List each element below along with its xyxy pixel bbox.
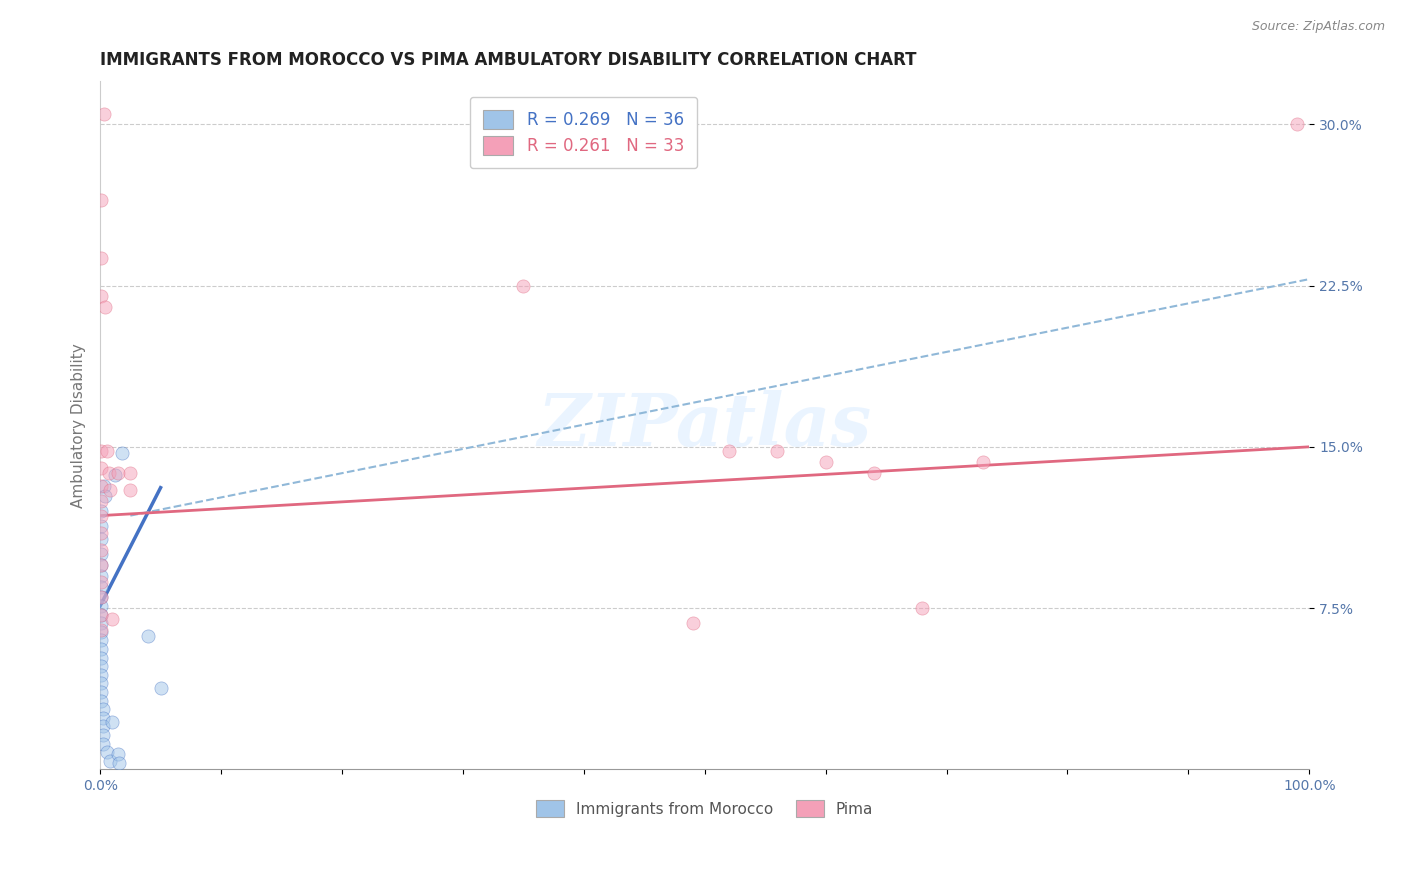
Point [91,728,114,742]
Point [90,478,112,492]
Point [90,667,112,681]
Point [108,756,131,770]
Point [138,629,160,643]
Point [94,300,117,314]
Point [90,543,112,558]
Point [90,591,112,605]
Point [149,681,172,695]
Point [120,466,142,480]
Point [101,612,124,626]
Point [90,641,112,656]
Point [90,599,112,613]
Point [91,737,114,751]
Point [90,558,112,572]
Point [90,623,112,637]
Point [107,747,129,762]
Point [91,702,114,716]
Point [104,467,127,482]
Point [972,455,994,469]
Point [911,601,934,615]
Point [90,519,112,533]
Point [90,533,112,547]
Point [90,575,112,590]
Point [90,558,112,572]
Point [90,251,112,265]
Point [93,106,115,120]
Point [90,547,112,561]
Point [814,455,837,469]
Legend: Immigrants from Morocco, Pima: Immigrants from Morocco, Pima [530,794,879,823]
Point [90,525,112,540]
Text: ZIPatlas: ZIPatlas [537,390,872,461]
Text: IMMIGRANTS FROM MOROCCO VS PIMA AMBULATORY DISABILITY CORRELATION CHART: IMMIGRANTS FROM MOROCCO VS PIMA AMBULATO… [100,51,917,69]
Point [90,685,112,699]
Point [90,616,112,631]
Point [766,444,789,458]
Point [90,591,112,605]
Point [90,493,112,508]
Point [90,659,112,673]
Text: Source: ZipAtlas.com: Source: ZipAtlas.com [1251,20,1385,33]
Point [863,466,886,480]
Y-axis label: Ambulatory Disability: Ambulatory Disability [72,343,86,508]
Point [90,607,112,622]
Point [90,508,112,523]
Point [90,676,112,690]
Point [90,607,112,622]
Point [98,483,121,497]
Point [717,444,740,458]
Point [90,461,112,475]
Point [90,580,112,594]
Point [93,478,115,492]
Point [90,289,112,303]
Point [111,446,134,460]
Point [96,444,118,458]
Point [96,745,118,759]
Point [90,650,112,665]
Point [94,489,117,503]
Point [682,616,704,631]
Point [90,693,112,707]
Point [90,569,112,583]
Point [98,754,121,768]
Point [120,483,142,497]
Point [90,193,112,207]
Point [91,711,114,725]
Point [512,278,534,293]
Point [91,719,114,733]
Point [107,466,129,480]
Point [97,466,120,480]
Point [90,624,112,639]
Point [90,444,112,458]
Point [101,714,124,729]
Point [90,504,112,518]
Point [1286,117,1309,131]
Point [90,633,112,648]
